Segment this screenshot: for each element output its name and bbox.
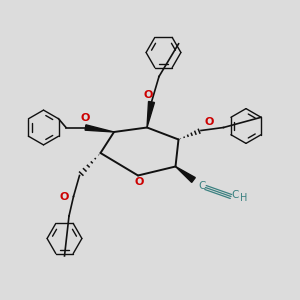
- Text: O: O: [204, 117, 213, 127]
- Text: C: C: [231, 190, 238, 200]
- Text: O: O: [143, 90, 153, 100]
- Polygon shape: [176, 167, 195, 182]
- Polygon shape: [85, 125, 114, 132]
- Text: C: C: [198, 181, 206, 191]
- Text: O: O: [59, 191, 69, 202]
- Polygon shape: [147, 101, 154, 128]
- Text: H: H: [240, 193, 247, 203]
- Text: O: O: [134, 177, 144, 187]
- Text: O: O: [81, 113, 90, 123]
